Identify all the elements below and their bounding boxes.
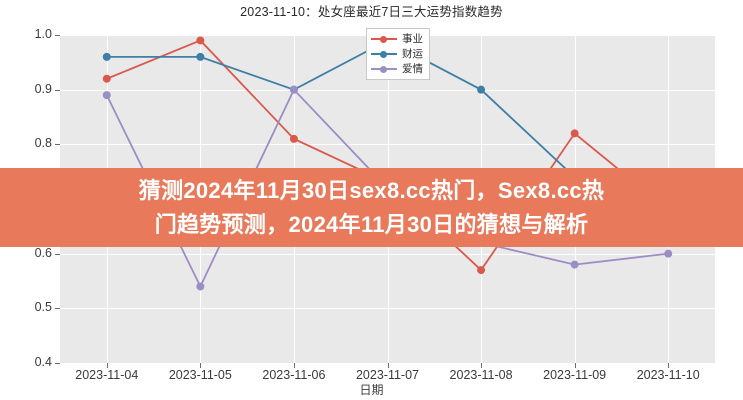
data-point: [477, 85, 486, 94]
data-point: [102, 91, 111, 100]
y-tick-mark: [55, 253, 60, 255]
legend-item-财运[interactable]: 财运: [371, 47, 423, 61]
data-point: [196, 36, 205, 45]
y-tick-mark: [55, 308, 60, 310]
y-tick-label: 0.4: [34, 355, 52, 369]
x-axis-label: 日期: [359, 383, 384, 397]
chart-legend: 事业 财运 爱情: [366, 28, 430, 80]
data-point: [477, 266, 486, 275]
legend-item-事业[interactable]: 事业: [371, 32, 423, 46]
x-tick-label: 2023-11-04: [75, 368, 139, 382]
legend-item-爱情[interactable]: 爱情: [371, 62, 423, 76]
x-tick-label: 2023-11-06: [262, 368, 326, 382]
data-point: [196, 52, 205, 61]
y-tick-label: 0.6: [34, 245, 52, 260]
legend-label: 爱情: [402, 63, 423, 75]
gridline-horizontal: [60, 144, 715, 146]
data-point: [102, 74, 111, 83]
y-tick-mark: [55, 35, 60, 36]
x-tick-mark: [106, 363, 108, 368]
banner-line-2: 门趋势预测，2024年11月30日的猜想与解析: [154, 211, 589, 237]
x-tick-label: 2023-11-10: [636, 368, 700, 382]
legend-marker-icon: [371, 48, 397, 60]
legend-marker-icon: [371, 63, 397, 75]
data-point: [570, 260, 579, 269]
x-tick-mark: [387, 363, 389, 368]
data-point: [289, 134, 298, 143]
legend-marker-icon: [371, 33, 397, 45]
x-tick-label: 2023-11-05: [168, 368, 232, 382]
data-point: [664, 249, 673, 258]
data-point: [196, 282, 205, 291]
gridline-horizontal: [60, 253, 715, 255]
data-point: [289, 85, 298, 94]
chart-title: 2023-11-10：处女座最近7日三大运势指数趋势: [240, 5, 503, 19]
legend-label: 财运: [402, 48, 423, 60]
x-tick-label: 2023-11-07: [355, 368, 419, 382]
x-tick-mark: [668, 363, 670, 368]
banner-line-1: 猜测2024年11月30日sex8.cc热门，Sex8.cc热: [138, 177, 605, 203]
legend-label: 事业: [402, 33, 423, 45]
y-tick-mark: [55, 144, 60, 146]
x-tick-label: 2023-11-08: [449, 368, 513, 382]
overlay-banner: 猜测2024年11月30日sex8.cc热门，Sex8.cc热 门趋势预测，20…: [0, 168, 743, 247]
x-tick-mark: [574, 363, 576, 368]
x-tick-mark: [200, 363, 202, 368]
data-point: [570, 129, 579, 138]
gridline-horizontal: [60, 89, 715, 91]
y-tick-label: 1.0: [34, 27, 52, 41]
y-tick-mark: [55, 89, 60, 91]
data-point: [102, 52, 111, 61]
y-tick-label: 0.9: [34, 81, 52, 96]
x-tick-label: 2023-11-09: [543, 368, 607, 382]
gridline-horizontal: [60, 308, 715, 310]
y-tick-mark: [55, 363, 60, 364]
y-tick-label: 0.8: [34, 136, 52, 151]
x-tick-mark: [481, 363, 483, 368]
x-tick-mark: [293, 363, 295, 368]
y-tick-label: 0.5: [34, 300, 52, 315]
